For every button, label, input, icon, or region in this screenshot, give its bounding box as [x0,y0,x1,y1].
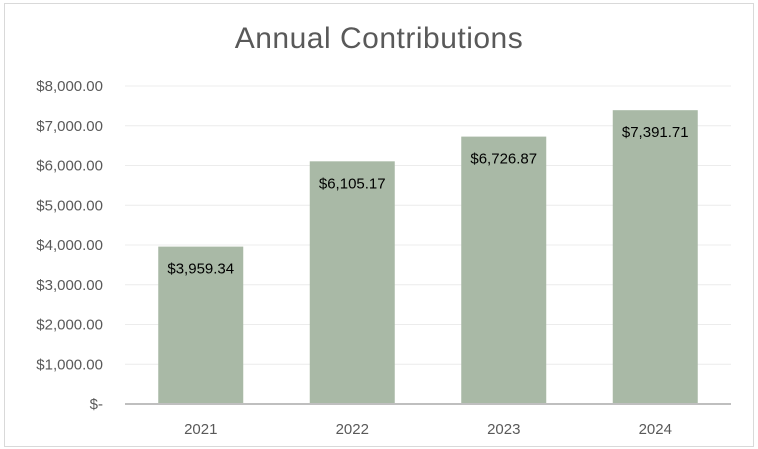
y-tick-label: $2,000.00 [36,317,103,334]
data-label-2023: $6,726.87 [470,151,537,168]
data-labels: $3,959.34 $6,105.17 $6,726.87 $7,391.71 [167,124,688,277]
x-tick-label: 2024 [639,421,672,438]
y-tick-label: $7,000.00 [36,118,103,135]
bar-2024 [612,110,698,404]
data-label-2022: $6,105.17 [319,175,386,192]
bar-2023 [461,136,547,404]
x-tick-label: 2021 [184,421,217,438]
chart-title: Annual Contributions [234,22,524,55]
y-axis-ticks: $- $1,000.00 $2,000.00 $3,000.00 $4,000.00 $5… [36,78,103,413]
y-tick-label: $6,000.00 [36,158,103,175]
y-tick-label: $- [90,396,103,413]
y-tick-label: $4,000.00 [36,237,103,254]
y-tick-label: $3,000.00 [36,277,103,294]
y-tick-label: $1,000.00 [36,356,103,373]
x-tick-label: 2022 [336,421,369,438]
x-axis-ticks: 2021 2022 2023 2024 [184,421,672,438]
bars [158,110,698,404]
x-tick-label: 2023 [487,421,520,438]
y-tick-label: $8,000.00 [36,78,103,95]
y-tick-label: $5,000.00 [36,197,103,214]
bar-2021 [158,246,244,404]
data-label-2024: $7,391.71 [622,124,689,141]
bar-2022 [309,161,395,404]
data-label-2021: $3,959.34 [167,261,234,278]
